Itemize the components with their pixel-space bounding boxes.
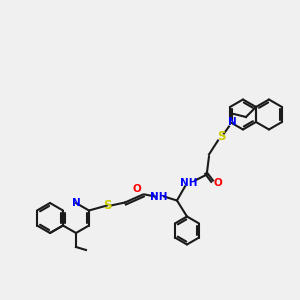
Text: NH: NH	[150, 193, 168, 202]
Text: O: O	[133, 184, 141, 194]
Text: S: S	[217, 130, 225, 143]
Text: NH: NH	[180, 178, 198, 188]
Text: O: O	[214, 178, 222, 188]
Text: S: S	[103, 199, 111, 212]
Text: N: N	[72, 198, 80, 208]
Text: N: N	[228, 117, 236, 127]
